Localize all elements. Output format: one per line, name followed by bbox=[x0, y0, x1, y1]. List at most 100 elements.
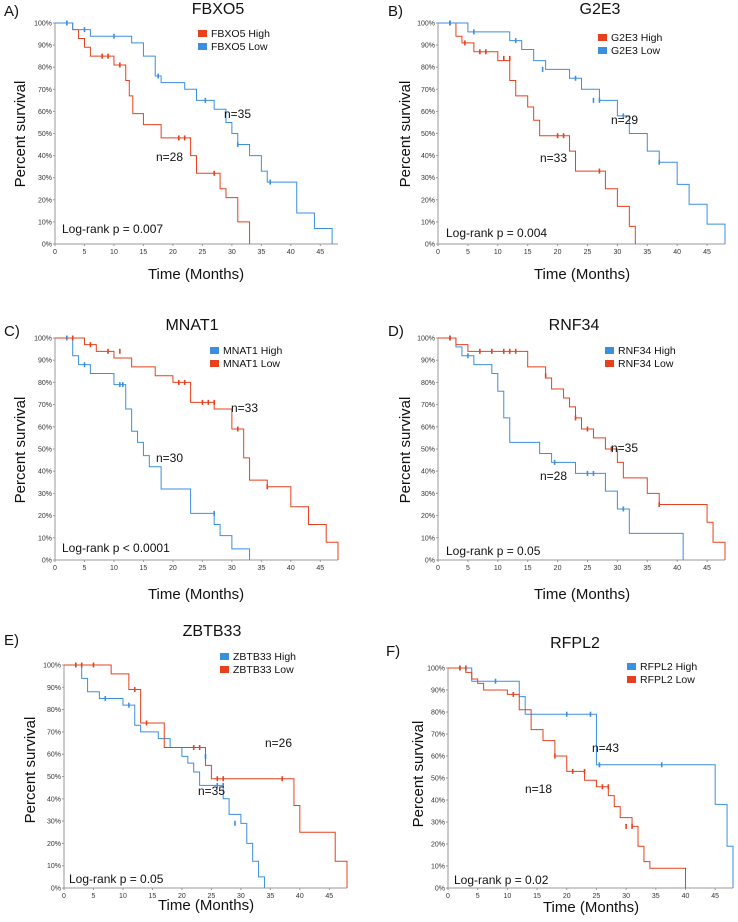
y-tick-label: 60% bbox=[421, 424, 435, 431]
y-tick-label: 40% bbox=[38, 153, 52, 160]
km-panel-fbxo5: A) FBXO5 0% 10% 20% 30% 40% 50% 60% 70% 80% 90% 100%… bbox=[4, 1, 338, 283]
km-panel-rnf34: D) RNF34 0% 10% 20% 30% 40% 50% 60% 70% 80% 90% 100%… bbox=[388, 317, 726, 603]
chart-title: RFPL2 bbox=[550, 635, 600, 652]
x-tick-label: 40 bbox=[287, 249, 295, 256]
legend-label: G2E3 High bbox=[611, 32, 663, 44]
legend-swatch bbox=[198, 30, 207, 37]
y-tick-label: 60% bbox=[431, 754, 445, 761]
y-tick-label: 70% bbox=[38, 87, 52, 94]
x-axis-label: Time (Months) bbox=[148, 266, 244, 283]
y-tick-label: 80% bbox=[47, 707, 61, 714]
legend-label: FBXO5 Low bbox=[211, 41, 268, 53]
x-tick-label: 40 bbox=[296, 893, 304, 900]
x-tick-label: 10 bbox=[110, 565, 118, 572]
x-tick-label: 30 bbox=[622, 893, 630, 900]
y-tick-label: 80% bbox=[421, 65, 435, 72]
y-tick-label: 0% bbox=[42, 558, 52, 565]
n-label: n=33 bbox=[540, 151, 567, 165]
x-tick-label: 0 bbox=[436, 249, 440, 256]
x-tick-label: 30 bbox=[613, 565, 621, 572]
x-tick-label: 40 bbox=[287, 565, 295, 572]
n-label: n=43 bbox=[592, 741, 619, 755]
y-tick-label: 60% bbox=[421, 109, 435, 116]
n-label: n=28 bbox=[156, 150, 183, 164]
y-tick-label: 20% bbox=[38, 197, 52, 204]
survival-curve-blue bbox=[448, 667, 734, 888]
survival-curve-blue bbox=[55, 22, 333, 244]
legend-swatch bbox=[220, 666, 229, 673]
y-tick-label: 20% bbox=[38, 513, 52, 520]
survival-curve-blue bbox=[438, 22, 726, 244]
legend-swatch bbox=[598, 47, 607, 54]
legend-swatch bbox=[605, 360, 614, 367]
x-tick-label: 10 bbox=[503, 893, 511, 900]
x-tick-label: 45 bbox=[703, 565, 711, 572]
y-tick-label: 80% bbox=[431, 710, 445, 717]
x-tick-label: 25 bbox=[584, 249, 592, 256]
chart-title: FBXO5 bbox=[192, 1, 245, 18]
y-tick-label: 30% bbox=[38, 491, 52, 498]
x-tick-label: 45 bbox=[316, 249, 324, 256]
y-tick-label: 50% bbox=[421, 447, 435, 454]
km-panel-zbtb33: E)ZBTB330%10%20%30%40%50%60%70%80%90%100… bbox=[4, 623, 348, 914]
legend-swatch bbox=[220, 653, 229, 660]
y-tick-label: 10% bbox=[47, 863, 61, 870]
x-tick-label: 40 bbox=[673, 249, 681, 256]
y-axis-label: Percent survival bbox=[397, 81, 414, 188]
y-tick-label: 50% bbox=[38, 447, 52, 454]
x-tick-label: 45 bbox=[703, 249, 711, 256]
x-tick-label: 35 bbox=[257, 565, 265, 572]
y-axis-label: Percent survival bbox=[22, 717, 39, 824]
y-tick-label: 30% bbox=[431, 820, 445, 827]
y-tick-label: 60% bbox=[38, 109, 52, 116]
y-tick-label: 60% bbox=[38, 424, 52, 431]
y-tick-label: 100% bbox=[417, 21, 435, 28]
x-tick-label: 30 bbox=[228, 249, 236, 256]
y-tick-label: 80% bbox=[38, 380, 52, 387]
y-tick-label: 70% bbox=[421, 402, 435, 409]
x-tick-label: 35 bbox=[257, 249, 265, 256]
y-tick-label: 20% bbox=[421, 513, 435, 520]
survival-curve-red bbox=[438, 22, 636, 244]
x-tick-label: 35 bbox=[643, 249, 651, 256]
logrank-pvalue: Log-rank p = 0.02 bbox=[454, 873, 549, 887]
x-tick-label: 20 bbox=[169, 565, 177, 572]
y-tick-label: 10% bbox=[431, 864, 445, 871]
y-tick-label: 70% bbox=[431, 732, 445, 739]
n-label: n=26 bbox=[265, 736, 292, 750]
x-axis-label: Time (Months) bbox=[148, 586, 244, 603]
x-tick-label: 15 bbox=[524, 565, 532, 572]
x-tick-label: 0 bbox=[53, 565, 57, 572]
x-tick-label: 15 bbox=[149, 893, 157, 900]
legend-swatch bbox=[605, 347, 614, 354]
x-tick-label: 20 bbox=[563, 893, 571, 900]
legend-swatch bbox=[198, 43, 207, 50]
y-tick-label: 30% bbox=[47, 819, 61, 826]
x-tick-label: 5 bbox=[92, 893, 96, 900]
n-label: n=30 bbox=[156, 451, 183, 465]
n-label: n=35 bbox=[611, 441, 638, 455]
y-tick-label: 40% bbox=[421, 153, 435, 160]
legend-label: RFPL2 Low bbox=[640, 674, 695, 686]
y-tick-label: 100% bbox=[34, 21, 52, 28]
legend-label: RNF34 Low bbox=[618, 358, 674, 370]
chart-title: G2E3 bbox=[580, 1, 621, 18]
y-tick-label: 40% bbox=[47, 796, 61, 803]
x-tick-label: 5 bbox=[466, 565, 470, 572]
legend-label: MNAT1 High bbox=[223, 345, 282, 357]
n-label: n=35 bbox=[198, 784, 225, 798]
y-tick-label: 20% bbox=[421, 197, 435, 204]
y-tick-label: 100% bbox=[34, 336, 52, 343]
x-tick-label: 20 bbox=[178, 893, 186, 900]
survival-curve-red bbox=[55, 22, 251, 244]
n-label: n=33 bbox=[231, 401, 258, 415]
y-tick-label: 50% bbox=[38, 131, 52, 138]
survival-curve-blue bbox=[64, 664, 265, 888]
x-axis-label: Time (Months) bbox=[543, 899, 639, 916]
x-tick-label: 30 bbox=[228, 565, 236, 572]
x-tick-label: 5 bbox=[476, 893, 480, 900]
y-tick-label: 100% bbox=[427, 666, 445, 673]
x-tick-label: 30 bbox=[613, 249, 621, 256]
legend-label: ZBTB33 Low bbox=[233, 664, 294, 676]
legend-label: ZBTB33 High bbox=[233, 651, 296, 663]
